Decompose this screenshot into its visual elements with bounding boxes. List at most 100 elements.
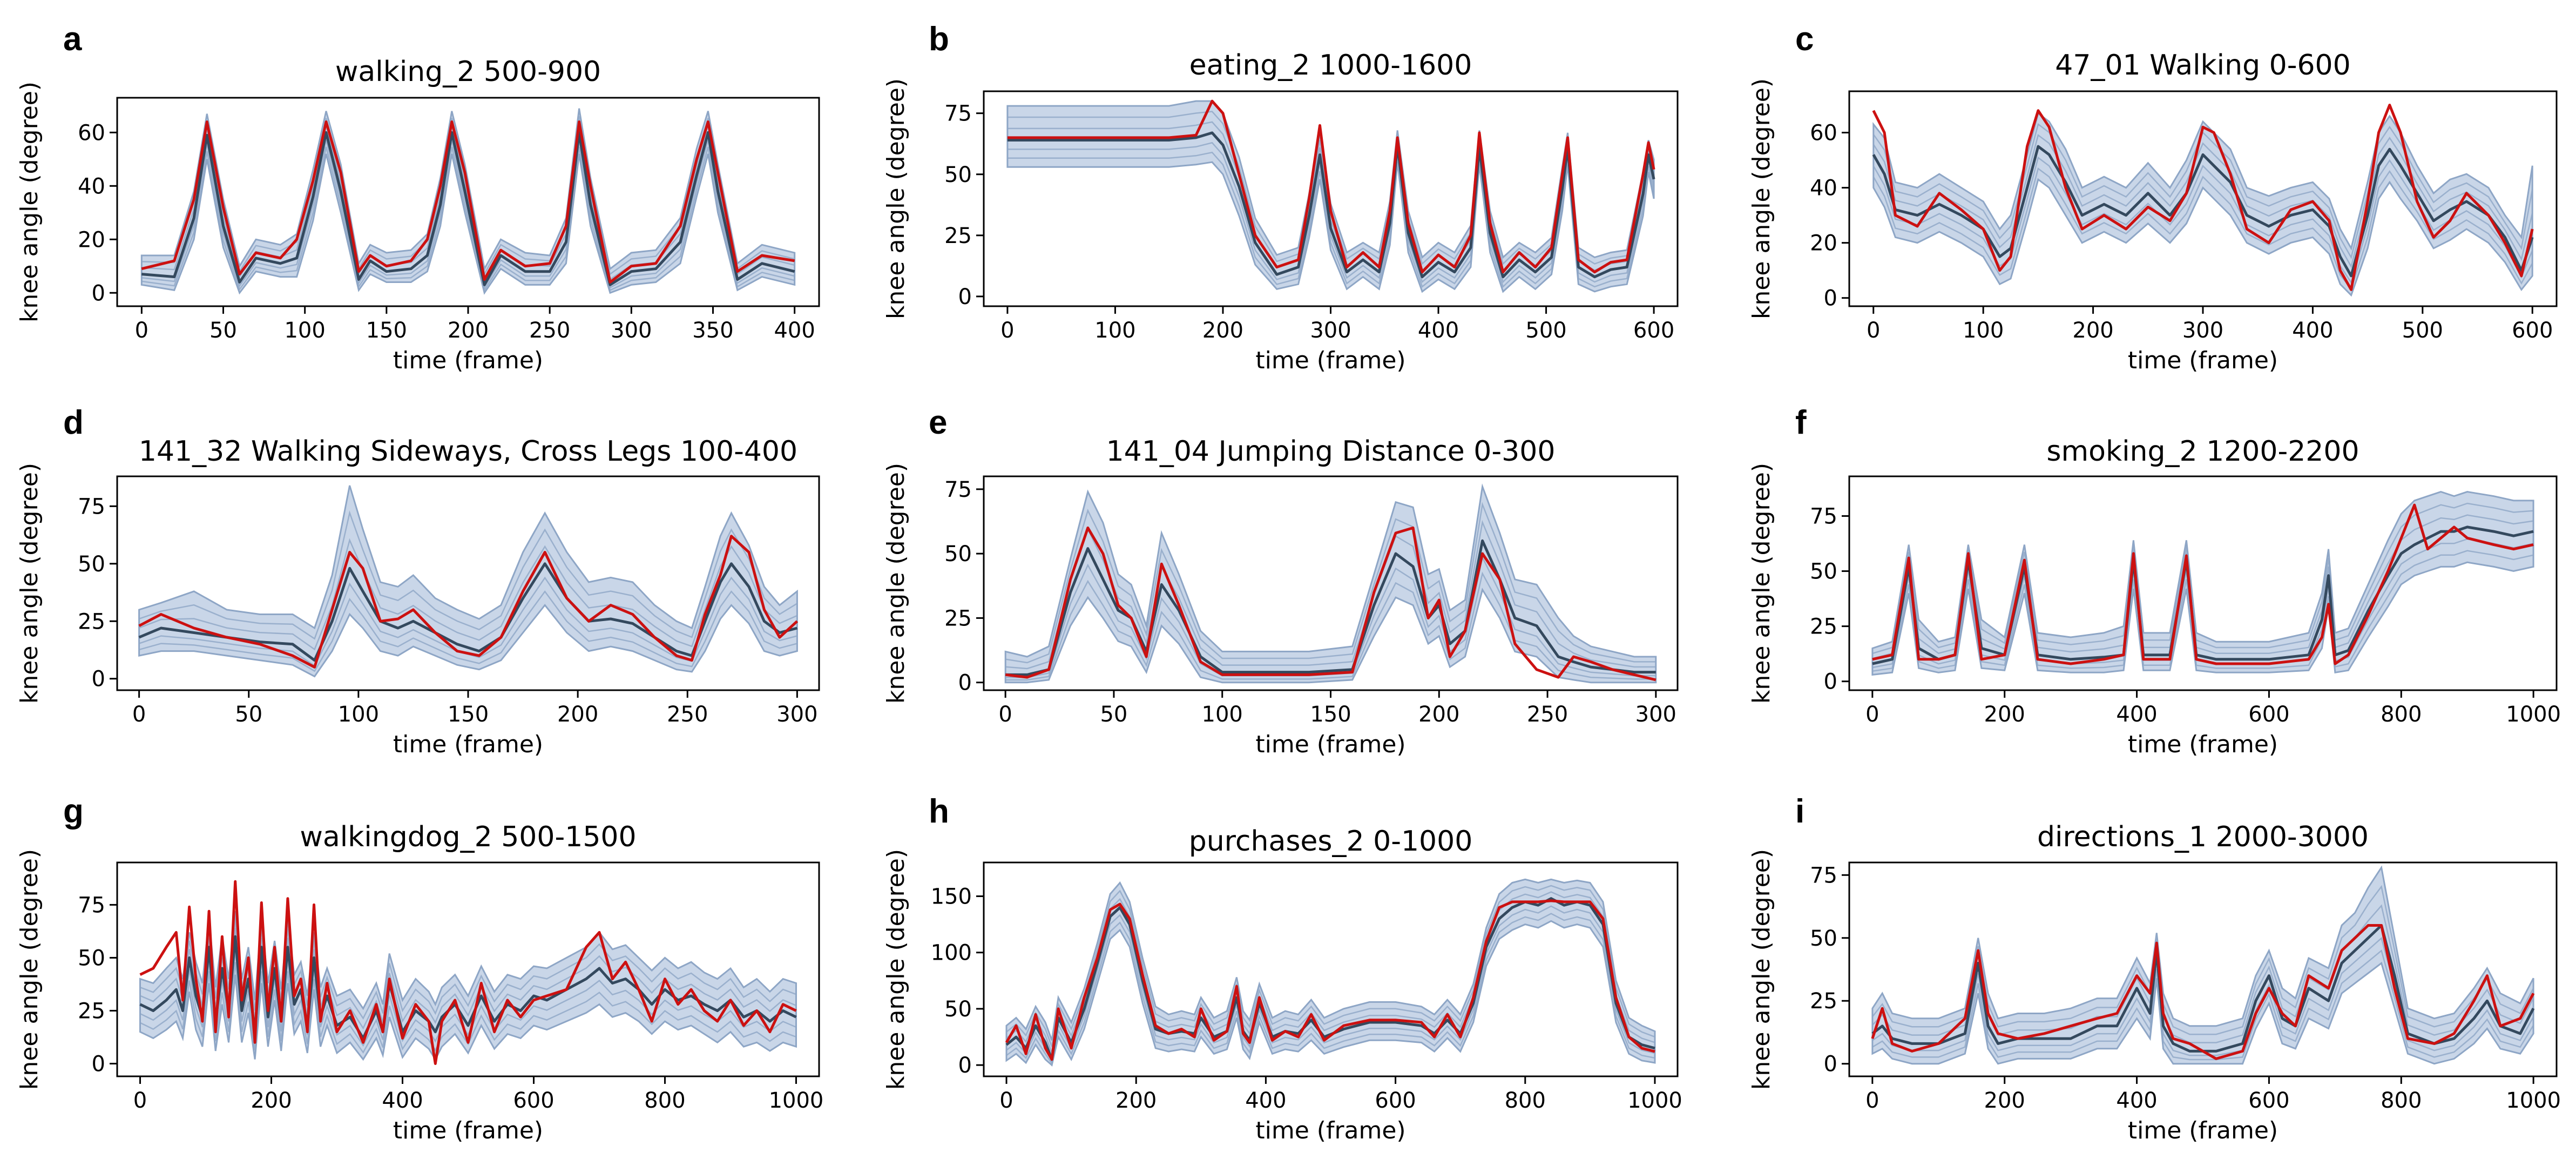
x-axis-label: time (frame) <box>1255 347 1405 374</box>
band-quantile-line <box>141 146 795 292</box>
x-tick-label: 250 <box>1527 702 1568 727</box>
y-axis-label: knee angle (degree) <box>1748 78 1775 319</box>
x-tick-label: 300 <box>1635 702 1676 727</box>
x-tick-label: 600 <box>2248 1088 2289 1113</box>
y-tick-label: 40 <box>78 174 105 199</box>
x-tick-label: 0 <box>998 702 1012 727</box>
y-tick-label: 75 <box>1810 863 1837 888</box>
ground-truth-line <box>1005 526 1657 682</box>
panel-letter: h <box>929 793 949 830</box>
x-tick-label: 150 <box>448 702 489 727</box>
plot-area <box>1871 865 2535 1065</box>
y-axis-label: knee angle (degree) <box>882 463 910 704</box>
y-tick-label: 75 <box>78 893 105 918</box>
x-tick-label: 1000 <box>2506 702 2561 727</box>
plot-area <box>138 485 799 678</box>
x-tick-label: 600 <box>513 1088 554 1113</box>
uncertainty-band <box>139 911 797 1061</box>
plot-area <box>1006 99 1655 293</box>
x-tick-label: 800 <box>1505 1088 1546 1113</box>
y-tick-label: 0 <box>958 1053 972 1078</box>
x-tick-label: 0 <box>1867 318 1880 343</box>
mean-prediction-line <box>1871 924 2535 1053</box>
x-tick-label: 400 <box>2116 1088 2157 1113</box>
y-axis-label: knee angle (degree) <box>1748 849 1775 1090</box>
panel-title: 141_04 Jumping Distance 0-300 <box>1106 435 1556 468</box>
x-tick-label: 400 <box>2116 702 2157 727</box>
x-axis-label: time (frame) <box>393 347 543 374</box>
band-quantile-line <box>1006 885 1655 1047</box>
x-tick-label: 800 <box>644 1088 685 1113</box>
panel-title: 141_32 Walking Sideways, Cross Legs 100-… <box>139 435 797 468</box>
x-tick-label: 800 <box>2381 1088 2422 1113</box>
y-tick-label: 0 <box>1824 670 1837 695</box>
x-tick-label: 600 <box>1375 1088 1416 1113</box>
uncertainty-band <box>1871 865 2534 1065</box>
x-tick-label: 1000 <box>2506 1088 2561 1113</box>
y-tick-label: 75 <box>944 477 972 502</box>
y-tick-label: 75 <box>1810 504 1837 529</box>
band-quantile-line <box>1872 134 2533 268</box>
x-tick-label: 400 <box>1245 1088 1286 1113</box>
panel-d: d 141_32 Walking Sideways, Cross Legs 100… <box>16 404 820 758</box>
plot-area <box>1872 104 2534 297</box>
x-tick-label: 200 <box>557 702 598 727</box>
panel-title: eating_2 1000-1600 <box>1189 49 1472 82</box>
x-tick-label: 0 <box>999 1088 1013 1113</box>
x-tick-label: 0 <box>1865 1088 1879 1113</box>
plot-area <box>1004 483 1657 684</box>
x-tick-label: 1000 <box>1627 1088 1682 1113</box>
panel-title: directions_1 2000-3000 <box>2037 821 2369 853</box>
y-axis-label: knee angle (degree) <box>16 463 43 704</box>
x-tick-label: 0 <box>133 1088 147 1113</box>
panel-title: walkingdog_2 500-1500 <box>300 821 636 853</box>
band-quantile-line <box>1005 571 1656 681</box>
x-tick-label: 200 <box>1984 1088 2025 1113</box>
x-tick-label: 200 <box>1202 318 1243 343</box>
x-tick-label: 300 <box>776 702 817 727</box>
panel-e: e 141_04 Jumping Distance 0-300 0 50 100 150 2… <box>882 404 1679 758</box>
band-quantile-line <box>139 962 796 1054</box>
panel-letter: i <box>1795 793 1804 830</box>
x-axis-label: time (frame) <box>2128 347 2278 374</box>
band-quantile-line <box>1005 502 1656 664</box>
x-tick-label: 400 <box>774 318 815 343</box>
y-tick-label: 0 <box>92 667 105 692</box>
x-tick-label: 200 <box>1984 702 2025 727</box>
y-tick-label: 25 <box>1810 615 1837 639</box>
panel-letter: a <box>63 21 82 58</box>
y-tick-label: 0 <box>958 285 972 309</box>
x-tick-label: 200 <box>2072 318 2113 343</box>
y-tick-label: 25 <box>78 999 105 1023</box>
mean-prediction-line <box>1872 145 2534 278</box>
x-axis-label: time (frame) <box>1255 731 1405 758</box>
x-tick-label: 600 <box>2248 702 2289 727</box>
x-tick-label: 200 <box>448 318 489 343</box>
x-tick-label: 0 <box>1865 702 1879 727</box>
y-tick-label: 0 <box>1824 1052 1837 1077</box>
uncertainty-band <box>1006 100 1655 293</box>
band-quantile-line <box>1006 913 1655 1065</box>
x-tick-label: 600 <box>2512 318 2553 343</box>
axes-frame <box>983 861 1679 1077</box>
x-tick-label: 250 <box>667 702 708 727</box>
band-quantile-line <box>139 538 797 651</box>
mean-prediction-line <box>141 131 795 286</box>
y-tick-label: 0 <box>1824 286 1837 311</box>
x-tick-label: 100 <box>1202 702 1243 727</box>
panel-b: b eating_2 1000-1600 0 100 200 300 400 500 600 0 2… <box>882 21 1679 374</box>
x-tick-label: 150 <box>366 318 407 343</box>
x-tick-label: 0 <box>132 702 146 727</box>
ground-truth-line <box>138 535 799 669</box>
x-tick-label: 100 <box>284 318 325 343</box>
x-tick-label: 300 <box>1310 318 1351 343</box>
ground-truth-line <box>139 880 797 1065</box>
panel-letter: d <box>63 404 84 441</box>
y-tick-label: 25 <box>78 609 105 634</box>
y-tick-label: 0 <box>92 281 105 306</box>
y-tick-label: 60 <box>78 120 105 145</box>
x-axis-label: time (frame) <box>393 1117 543 1144</box>
y-tick-label: 50 <box>1810 926 1837 951</box>
